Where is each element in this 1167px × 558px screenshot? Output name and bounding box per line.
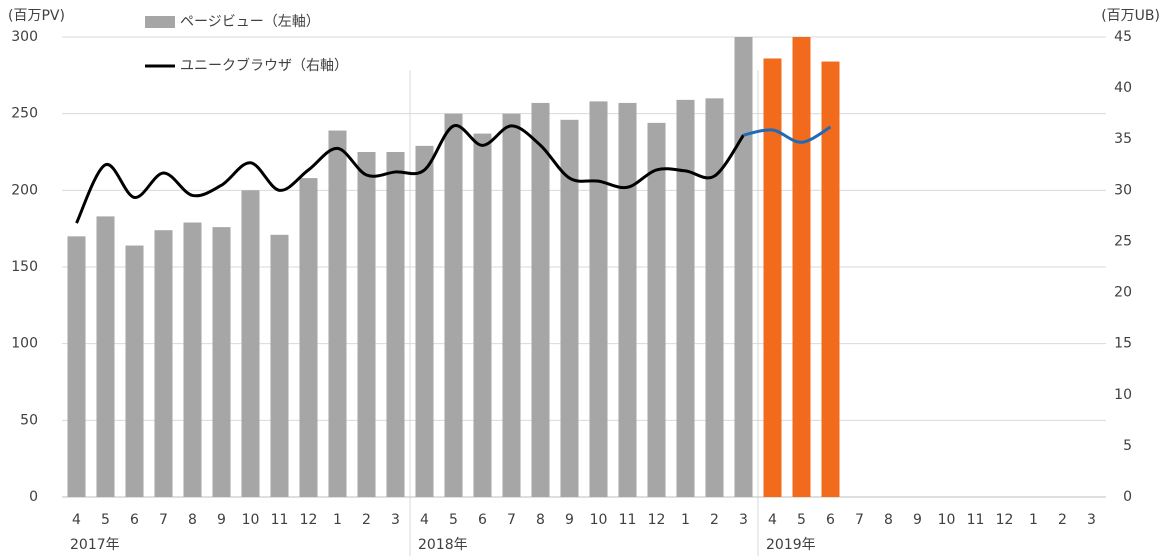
x-tick-label: 7 [507,512,516,528]
legend-label: ページビュー（左軸） [180,14,320,30]
bar [676,99,695,497]
x-tick-label: 6 [130,512,139,528]
bar [473,133,492,497]
bar [618,102,637,497]
y-tick-label: 200 [11,182,38,198]
bar [125,245,144,497]
x-tick-label: 9 [217,512,226,528]
legend-swatch [145,16,175,28]
x-tick-label: 10 [242,512,260,528]
x-tick-label: 12 [648,512,666,528]
x-tick-label: 9 [913,512,922,528]
x-tick-label: 8 [884,512,893,528]
y2-tick-label: 10 [1114,387,1132,403]
x-tick-label: 4 [72,512,81,528]
x-group-label: 2018年 [418,537,468,553]
y2-tick-label: 45 [1114,29,1132,45]
bar [705,98,724,497]
y-tick-label: 300 [11,29,38,45]
x-tick-label: 9 [565,512,574,528]
x-tick-label: 11 [967,512,985,528]
x-tick-label: 5 [797,512,806,528]
bar [821,61,840,498]
bar [415,145,434,497]
x-tick-label: 12 [300,512,318,528]
y-tick-label: 150 [11,259,38,275]
bar [67,236,86,498]
bar [560,119,579,498]
bar [212,227,231,497]
y2-tick-label: 0 [1123,489,1132,505]
x-tick-label: 11 [271,512,289,528]
bar [647,122,666,497]
y2-tick-label: 40 [1114,80,1132,96]
x-group-label: 2017年 [70,537,120,553]
legend-label: ユニークブラウザ（右軸） [180,57,348,74]
y-tick-label: 0 [29,489,38,505]
x-tick-label: 6 [826,512,835,528]
x-tick-label: 1 [333,512,342,528]
x-tick-label: 8 [536,512,545,528]
bar [357,152,376,497]
x-group-label: 2019年 [766,537,816,553]
y2-tick-label: 30 [1114,182,1132,198]
x-tick-label: 10 [938,512,956,528]
x-tick-label: 1 [1029,512,1038,528]
bar [531,102,550,497]
bar [154,230,173,497]
x-tick-label: 2 [1058,512,1067,528]
x-tick-label: 5 [449,512,458,528]
line [743,125,832,144]
line [75,124,745,224]
bar [502,113,521,498]
bar [386,152,405,497]
bar [734,37,753,497]
x-tick-label: 3 [1087,512,1096,528]
bar [444,113,463,498]
x-tick-label: 7 [159,512,168,528]
bar [763,58,782,497]
y2-axis-label: (百万UB) [1101,8,1160,24]
bar [328,130,347,498]
x-tick-label: 8 [188,512,197,528]
x-tick-label: 11 [619,512,637,528]
bar [299,178,318,498]
x-tick-label: 1 [681,512,690,528]
x-tick-label: 12 [996,512,1014,528]
x-tick-label: 7 [855,512,864,528]
y-tick-label: 250 [11,106,38,122]
y2-tick-label: 15 [1114,336,1132,352]
x-tick-label: 6 [478,512,487,528]
y-tick-label: 50 [20,412,38,428]
x-tick-label: 4 [420,512,429,528]
x-tick-label: 4 [768,512,777,528]
x-tick-label: 10 [590,512,608,528]
y2-tick-label: 5 [1123,438,1132,454]
x-tick-label: 5 [101,512,110,528]
x-tick-label: 2 [362,512,371,528]
bar [792,37,811,497]
x-tick-label: 2 [710,512,719,528]
y2-tick-label: 20 [1114,285,1132,301]
x-tick-label: 3 [391,512,400,528]
y2-tick-label: 35 [1114,131,1132,147]
bar [96,216,115,497]
bar [589,101,608,498]
bar [270,234,289,498]
x-tick-label: 3 [739,512,748,528]
y2-tick-label: 25 [1114,233,1132,249]
bar [241,190,260,498]
bar [183,222,202,498]
y-axis-label: (百万PV) [8,8,65,24]
y-tick-label: 100 [11,336,38,352]
